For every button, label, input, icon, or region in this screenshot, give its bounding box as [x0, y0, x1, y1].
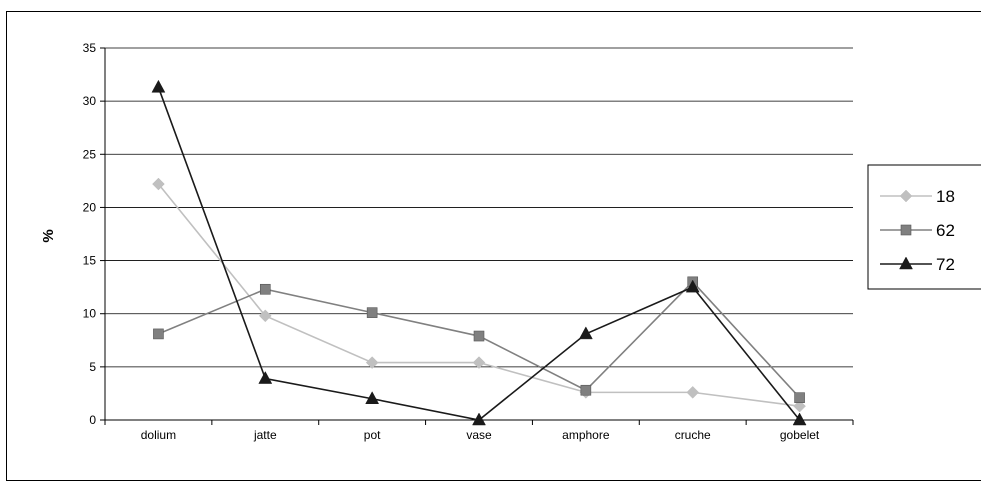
data-point-62-pot — [366, 307, 378, 318]
data-point-18-jatte — [258, 309, 272, 323]
x-tick-labels: dolium jatte pot vase amphore cruche gobelet — [141, 428, 820, 442]
data-point-72-pot — [365, 391, 380, 404]
data-point-18-dolium — [152, 177, 165, 191]
x-tick-label-jatte: jatte — [253, 428, 277, 442]
legend-marker-18 — [899, 189, 913, 203]
y-tick-label-0: 0 — [89, 413, 96, 427]
legend-marker-62 — [900, 224, 912, 236]
data-point-18-cruche — [686, 386, 700, 399]
data-point-62-vase — [473, 330, 485, 342]
x-tick-label-amphore: amphore — [562, 428, 610, 442]
y-tick-label-6: 30 — [83, 94, 97, 108]
y-tick-label-7: 35 — [83, 41, 97, 55]
series-72 — [151, 79, 807, 426]
series-group — [151, 79, 807, 426]
legend-label-62: 62 — [936, 221, 955, 240]
chart-frame — [6, 11, 981, 481]
legend: 18 62 72 — [867, 164, 981, 290]
y-tick-label-3: 15 — [83, 254, 97, 268]
legend-label-72: 72 — [936, 255, 955, 274]
x-tick-label-vase: vase — [466, 428, 492, 442]
data-point-18-gobelet — [793, 399, 806, 413]
x-tick-label-gobelet: gobelet — [780, 428, 820, 442]
data-point-18-pot — [365, 356, 379, 369]
y-tick-label-4: 20 — [83, 200, 97, 214]
series-line-72 — [157, 87, 801, 421]
data-point-72-gobelet — [792, 412, 807, 426]
y-tick-label-5: 25 — [83, 147, 97, 161]
x-tick-label-pot: pot — [364, 428, 381, 442]
y-tick-label-2: 10 — [83, 307, 97, 321]
y-tick-labels: 0 5 10 15 20 25 30 35 — [83, 41, 97, 427]
gridlines — [105, 47, 853, 368]
data-point-62-amphore — [580, 384, 592, 396]
data-point-72-amphore — [578, 326, 593, 340]
data-point-62-gobelet — [794, 392, 805, 403]
data-point-62-dolium — [153, 328, 164, 340]
x-tick-label-dolium: dolium — [141, 428, 176, 442]
legend-label-18: 18 — [936, 187, 955, 206]
data-point-72-dolium — [151, 79, 166, 93]
y-axis-title: % — [40, 229, 57, 242]
legend-box — [867, 164, 981, 290]
series-line-18 — [157, 183, 800, 407]
data-point-72-vase — [472, 412, 486, 426]
data-point-72-jatte — [258, 371, 273, 384]
y-tick-label-1: 5 — [89, 360, 96, 374]
data-point-62-jatte — [259, 283, 271, 295]
x-tick-label-cruche: cruche — [675, 428, 711, 442]
legend-marker-72 — [899, 256, 913, 270]
data-point-72-cruche — [685, 279, 700, 293]
data-point-18-vase — [472, 356, 486, 369]
line-chart: 0 5 10 15 20 25 30 35 dolium jatte pot vase amphore… — [40, 41, 981, 442]
